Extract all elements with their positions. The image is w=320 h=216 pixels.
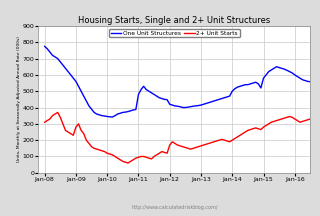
One Unit Structures xyxy=(69,74,73,76)
Legend: One Unit Structures, 2+ Unit Starts: One Unit Structures, 2+ Unit Starts xyxy=(109,29,240,37)
2+ Unit Starts xyxy=(160,150,164,153)
One Unit Structures xyxy=(110,116,114,118)
Title: Housing Starts, Single and 2+ Unit Structures: Housing Starts, Single and 2+ Unit Struc… xyxy=(78,16,270,25)
2+ Unit Starts xyxy=(311,117,315,119)
One Unit Structures xyxy=(311,81,315,83)
One Unit Structures xyxy=(160,97,164,100)
One Unit Structures xyxy=(43,45,47,48)
2+ Unit Starts xyxy=(43,121,47,124)
One Unit Structures xyxy=(98,114,101,116)
2+ Unit Starts xyxy=(126,162,130,164)
2+ Unit Starts xyxy=(69,132,73,135)
Text: http://www.calculatedriskblog.com/: http://www.calculatedriskblog.com/ xyxy=(131,205,218,210)
Line: 2+ Unit Starts: 2+ Unit Starts xyxy=(45,101,320,163)
Line: One Unit Structures: One Unit Structures xyxy=(45,46,320,117)
2+ Unit Starts xyxy=(98,149,101,151)
Y-axis label: Units, Monthly at Seasonally Adjusted Annual Rate (000s): Units, Monthly at Seasonally Adjusted An… xyxy=(17,37,21,162)
